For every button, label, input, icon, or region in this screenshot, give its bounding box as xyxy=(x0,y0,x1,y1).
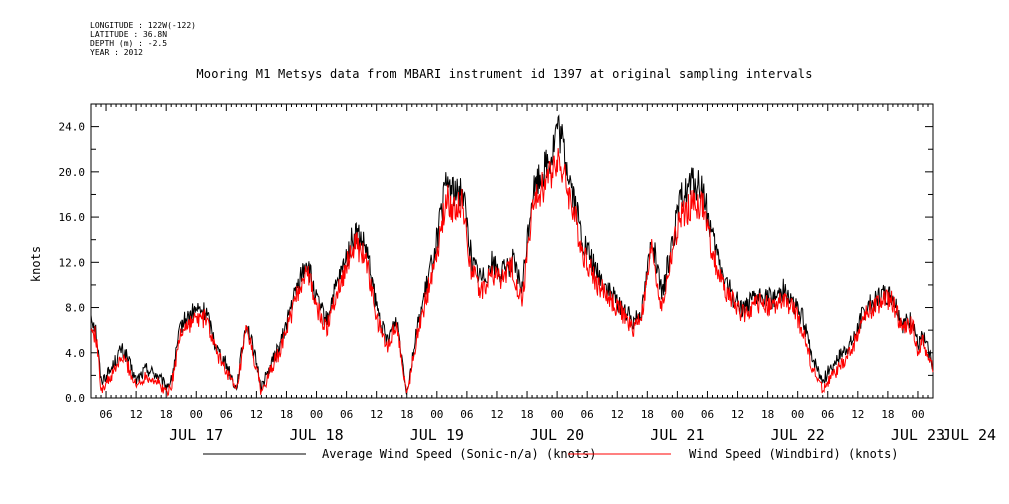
x-tick-label: 18 xyxy=(881,408,894,421)
y-tick-label: 8.0 xyxy=(65,302,85,315)
x-date-label: JUL 24 xyxy=(942,426,996,444)
x-tick-label: 18 xyxy=(280,408,293,421)
x-tick-label: 00 xyxy=(550,408,563,421)
x-tick-label: 06 xyxy=(99,408,112,421)
y-tick-label: 4.0 xyxy=(65,347,85,360)
x-tick-label: 12 xyxy=(851,408,864,421)
station-metadata: LONGITUDE : 122W(-122) LATITUDE : 36.8N … xyxy=(90,21,196,57)
x-tick-label: 06 xyxy=(460,408,473,421)
x-tick-label: 18 xyxy=(520,408,533,421)
y-tick-label: 0.0 xyxy=(65,392,85,405)
x-date-label: JUL 23 xyxy=(891,426,945,444)
x-tick-label: 06 xyxy=(821,408,834,421)
x-date-label: JUL 17 xyxy=(169,426,223,444)
x-tick-label: 00 xyxy=(671,408,684,421)
series-line-windbird-wind-speed xyxy=(90,148,934,398)
x-date-label: JUL 22 xyxy=(771,426,825,444)
x-tick-label: 12 xyxy=(370,408,383,421)
x-tick-label: 00 xyxy=(190,408,203,421)
depth-label: DEPTH (m) : -2.5 xyxy=(90,39,168,48)
latitude-label: LATITUDE : 36.8N xyxy=(90,30,168,39)
longitude-label: LONGITUDE : 122W(-122) xyxy=(90,21,196,30)
series-layer xyxy=(90,114,934,398)
y-tick-label: 12.0 xyxy=(59,256,86,269)
x-tick-label: 12 xyxy=(250,408,263,421)
y-tick-label: 16.0 xyxy=(59,211,86,224)
y-axis-label: knots xyxy=(29,246,43,282)
x-tick-label: 18 xyxy=(761,408,774,421)
x-axis: 06 12 18 00 06 12 18 00 06 12 18 00 06 12 18 00 06 12 18 00… xyxy=(90,104,996,444)
x-tick-label: 18 xyxy=(400,408,413,421)
x-tick-label: 00 xyxy=(791,408,804,421)
x-tick-label: 12 xyxy=(129,408,142,421)
x-tick-label: 18 xyxy=(641,408,654,421)
x-tick-label: 06 xyxy=(340,408,353,421)
x-tick-label: 00 xyxy=(911,408,924,421)
x-date-label: JUL 19 xyxy=(410,426,464,444)
legend-label-black: Average Wind Speed (Sonic-n/a) (knots) xyxy=(322,447,597,461)
x-tick-label: 18 xyxy=(160,408,173,421)
y-axis: 0.0 4.0 8.0 12.0 16.0 20.0 24.0 xyxy=(59,103,933,405)
legend-label-red: Wind Speed (Windbird) (knots) xyxy=(689,447,899,461)
chart-title: Mooring M1 Metsys data from MBARI instru… xyxy=(196,67,813,81)
x-tick-label: 00 xyxy=(430,408,443,421)
x-tick-label: 06 xyxy=(581,408,594,421)
x-date-label: JUL 18 xyxy=(289,426,343,444)
x-tick-label: 12 xyxy=(611,408,624,421)
year-label: YEAR : 2012 xyxy=(90,48,143,57)
x-tick-label: 00 xyxy=(310,408,323,421)
y-tick-label: 20.0 xyxy=(59,166,86,179)
legend: Average Wind Speed (Sonic-n/a) (knots) W… xyxy=(203,447,899,461)
x-date-label: JUL 21 xyxy=(650,426,704,444)
x-tick-label: 12 xyxy=(731,408,744,421)
y-tick-label: 24.0 xyxy=(59,121,86,134)
x-tick-label: 06 xyxy=(220,408,233,421)
x-tick-label: 12 xyxy=(490,408,503,421)
x-date-label: JUL 20 xyxy=(530,426,584,444)
x-tick-label: 06 xyxy=(701,408,714,421)
